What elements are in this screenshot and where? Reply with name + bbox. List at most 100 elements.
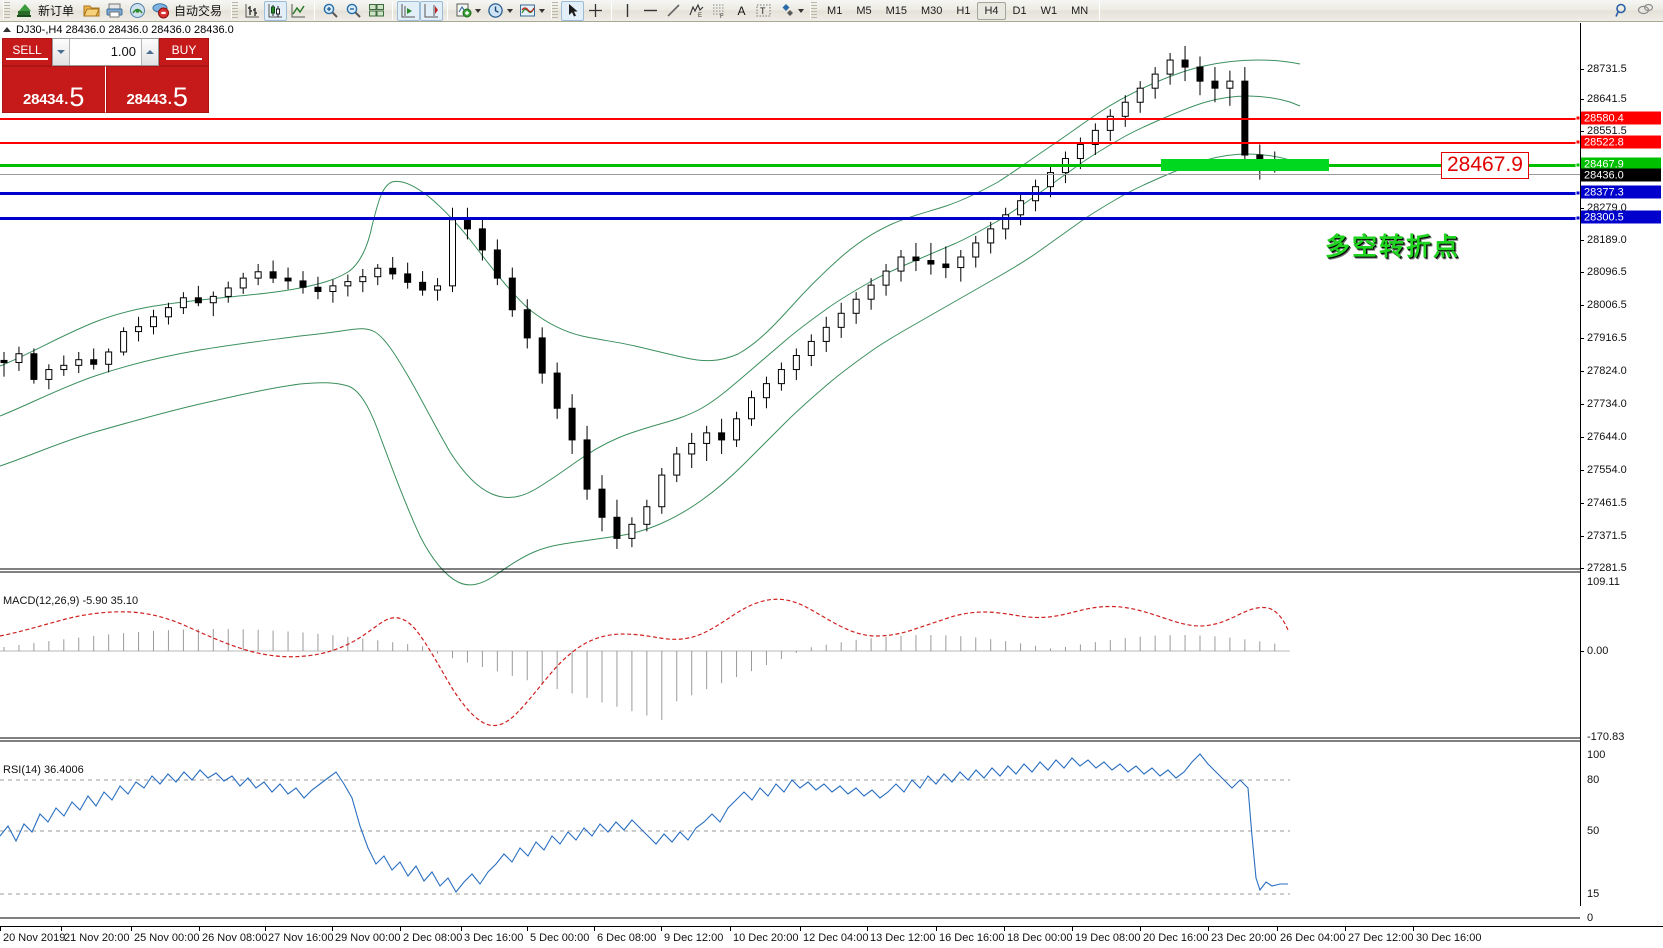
toolbar-separator-4: [611, 1, 613, 20]
sell-button[interactable]: SELL: [2, 38, 52, 66]
shapes-button[interactable]: [775, 1, 807, 21]
time-tick-6: 2 Dec 08:00: [403, 932, 463, 944]
buy-price-cell[interactable]: 28443 . 5: [105, 66, 209, 113]
price-scale-axis: [1580, 23, 1581, 906]
vertical-line-button[interactable]: [616, 1, 639, 21]
buy-button-label: BUY: [165, 44, 203, 60]
timeframe-m1[interactable]: M1: [827, 4, 843, 17]
timeframe-h4[interactable]: H4: [977, 1, 1006, 20]
price-tag-28522[interactable]: 28522.8: [1581, 135, 1661, 149]
period-button[interactable]: [484, 1, 516, 21]
print-button[interactable]: [103, 1, 126, 21]
time-tick-1: 21 Nov 20:00: [64, 932, 130, 944]
macd-tick-zero: 0.00: [1587, 645, 1609, 657]
timeframe-h1[interactable]: H1: [956, 4, 971, 17]
one-click-trading-panel[interactable]: SELL 1.00 BUY 28434 .: [2, 38, 209, 113]
time-tick-17: 20 Dec 16:00: [1143, 932, 1209, 944]
zoom-in-button[interactable]: [319, 1, 342, 21]
time-tick-15: 18 Dec 00:00: [1007, 932, 1073, 944]
volume-increase-button[interactable]: [141, 39, 158, 65]
chat-button[interactable]: [1634, 1, 1657, 21]
add-indicator-button[interactable]: [452, 1, 484, 21]
vertical-line-icon: [626, 4, 629, 17]
price-tick-28006: 28006.5: [1587, 299, 1627, 311]
price-tag-28467[interactable]: 28467.9: [1581, 157, 1661, 171]
level-line-28580[interactable]: [0, 118, 1580, 120]
shift-start-button[interactable]: [397, 0, 421, 21]
line-chart-button[interactable]: [287, 1, 310, 21]
price-tag-28300[interactable]: 28300.5: [1581, 210, 1661, 224]
toolbar-grip[interactable]: [3, 2, 10, 19]
price-tick-28731: 28731.5: [1587, 63, 1627, 75]
signal-button[interactable]: [126, 1, 149, 21]
crosshair-button[interactable]: [584, 1, 607, 21]
text-box-button[interactable]: T: [752, 1, 775, 21]
price-scale[interactable]: 28731.5 28641.5 28551.5 28279.0 28189.0 …: [1580, 23, 1663, 948]
time-scale[interactable]: 20 Nov 2019 21 Nov 20:00 25 Nov 00:00 26…: [0, 926, 1663, 948]
macd-tick-bottom: -170.83: [1587, 731, 1625, 743]
price-tag-28580[interactable]: 28580.4: [1581, 111, 1661, 125]
timeframe-m15[interactable]: M15: [885, 4, 907, 17]
turning-point-annotation[interactable]: 多空转折点: [1325, 232, 1461, 261]
buy-button[interactable]: BUY: [159, 38, 209, 66]
level-line-28522[interactable]: [0, 142, 1580, 144]
price-tag-last-28436[interactable]: 28436.0: [1581, 168, 1661, 182]
cursor-button[interactable]: [561, 0, 585, 21]
macd-signal-line: [0, 598, 1289, 727]
timeframe-mn[interactable]: MN: [1071, 4, 1089, 17]
level-line-28300[interactable]: [0, 217, 1580, 220]
chevron-down-icon-3[interactable]: [539, 8, 546, 13]
timeframe-d1[interactable]: D1: [1012, 4, 1027, 17]
toolbar-grip-3[interactable]: [551, 2, 559, 19]
toolbar-grip-2[interactable]: [231, 2, 239, 19]
timeframe-w1[interactable]: W1: [1040, 4, 1058, 17]
folder-button[interactable]: [80, 1, 103, 21]
price-tick-27644: 27644.0: [1587, 431, 1627, 443]
rsi-tick-0: 0: [1587, 912, 1594, 924]
templates-button[interactable]: [516, 1, 548, 21]
volume-decrease-button[interactable]: [53, 39, 70, 65]
folder-icon: [83, 5, 100, 17]
fibonacci-button[interactable]: F: [708, 1, 731, 21]
highlight-zone-rectangle[interactable]: [1161, 159, 1329, 171]
chevron-down-icon-4[interactable]: [798, 8, 805, 13]
new-order-label: 新订单: [38, 4, 75, 18]
svg-text:E: E: [698, 13, 702, 19]
tile-windows-button[interactable]: [365, 1, 388, 21]
signal-icon: [130, 3, 146, 18]
candlestick-chart-button[interactable]: [264, 0, 288, 21]
time-tick-3: 26 Nov 08:00: [202, 932, 268, 944]
time-tick-7: 3 Dec 16:00: [464, 932, 524, 944]
collapse-triangle-icon[interactable]: [3, 27, 11, 32]
shift-end-button[interactable]: [420, 0, 444, 21]
new-order-button[interactable]: 新订单: [13, 1, 80, 21]
volume-input[interactable]: 1.00: [110, 44, 136, 59]
rsi-tick-50: 50: [1587, 825, 1600, 837]
chevron-down-icon[interactable]: [475, 8, 482, 13]
sell-price-cell[interactable]: 28434 . 5: [2, 66, 106, 113]
timeframe-m30[interactable]: M30: [921, 4, 943, 17]
search-button[interactable]: [1611, 1, 1634, 21]
bar-chart-button[interactable]: [241, 1, 264, 21]
trendline-button[interactable]: [662, 1, 685, 21]
price-tick-28189: 28189.0: [1587, 234, 1627, 246]
level-line-28467[interactable]: [0, 164, 1580, 167]
level-line-28377[interactable]: [0, 192, 1580, 195]
text-label-button[interactable]: A: [731, 1, 752, 21]
elliott-wave-button[interactable]: E: [685, 1, 708, 21]
toolbar-grip-4[interactable]: [810, 2, 818, 19]
autotrading-button[interactable]: 自动交易: [149, 1, 228, 21]
volume-stepper[interactable]: 1.00: [52, 38, 159, 66]
timeframe-m5[interactable]: M5: [856, 4, 872, 17]
chart-plot-canvas[interactable]: [0, 36, 1580, 919]
toolbar-separator-5: [1099, 1, 1101, 20]
chevron-down-icon-2[interactable]: [507, 8, 514, 13]
price-callout-box[interactable]: 28467.9: [1441, 152, 1529, 179]
price-tick-27371: 27371.5: [1587, 530, 1627, 542]
rsi-line: [0, 753, 1288, 893]
zoom-out-button[interactable]: [342, 1, 365, 21]
price-tag-28377[interactable]: 28377.3: [1581, 185, 1661, 199]
main-toolbar: 新订单: [0, 0, 1663, 22]
horizontal-line-button[interactable]: [639, 1, 662, 21]
chart-window[interactable]: DJ30-,H4 28436.0 28436.0 28436.0 28436.0: [0, 22, 1663, 948]
